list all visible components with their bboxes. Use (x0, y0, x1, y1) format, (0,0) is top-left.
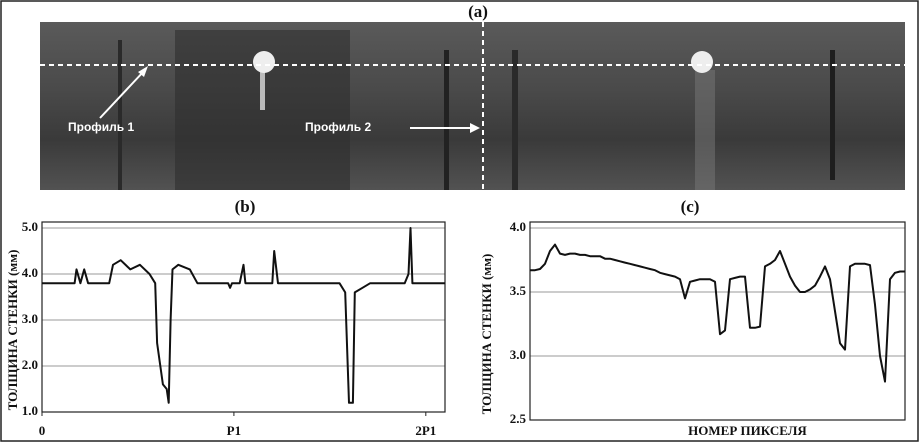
y-tick-label: 5.0 (22, 219, 38, 234)
x-tick-label: 2P1 (415, 423, 436, 438)
scan-image (40, 22, 905, 190)
y-tick-label: 3.0 (22, 311, 38, 326)
y-tick-label: 4.0 (510, 219, 526, 234)
x-tick-label: 0 (39, 423, 46, 438)
y-tick-label: 3.0 (510, 347, 526, 362)
chart-title: (b) (235, 197, 256, 216)
chart-title: (c) (681, 197, 700, 216)
y-tick-label: 4.0 (22, 265, 38, 280)
x-tick-label: P1 (227, 423, 241, 438)
y-tick-label: 2.0 (22, 357, 38, 372)
y-tick-label: 2.5 (510, 411, 527, 426)
profile-label: Профиль 1 (68, 120, 134, 134)
panel-a-title: (a) (468, 2, 488, 21)
x-axis-label: НОМЕР ПИКСЕЛЯ (688, 423, 807, 438)
plot-frame (529, 221, 906, 421)
y-axis-label: ТОЛЩИНА СТЕНКИ (мм) (479, 254, 494, 415)
y-tick-label: 3.5 (510, 283, 527, 298)
y-tick-label: 1.0 (22, 403, 38, 418)
profile-label: Профиль 2 (305, 120, 371, 134)
data-line (530, 243, 905, 383)
y-axis-label: ТОЛЩИНА СТЕНКИ (мм) (5, 250, 20, 411)
data-line (42, 227, 445, 404)
plot-frame (41, 221, 446, 413)
